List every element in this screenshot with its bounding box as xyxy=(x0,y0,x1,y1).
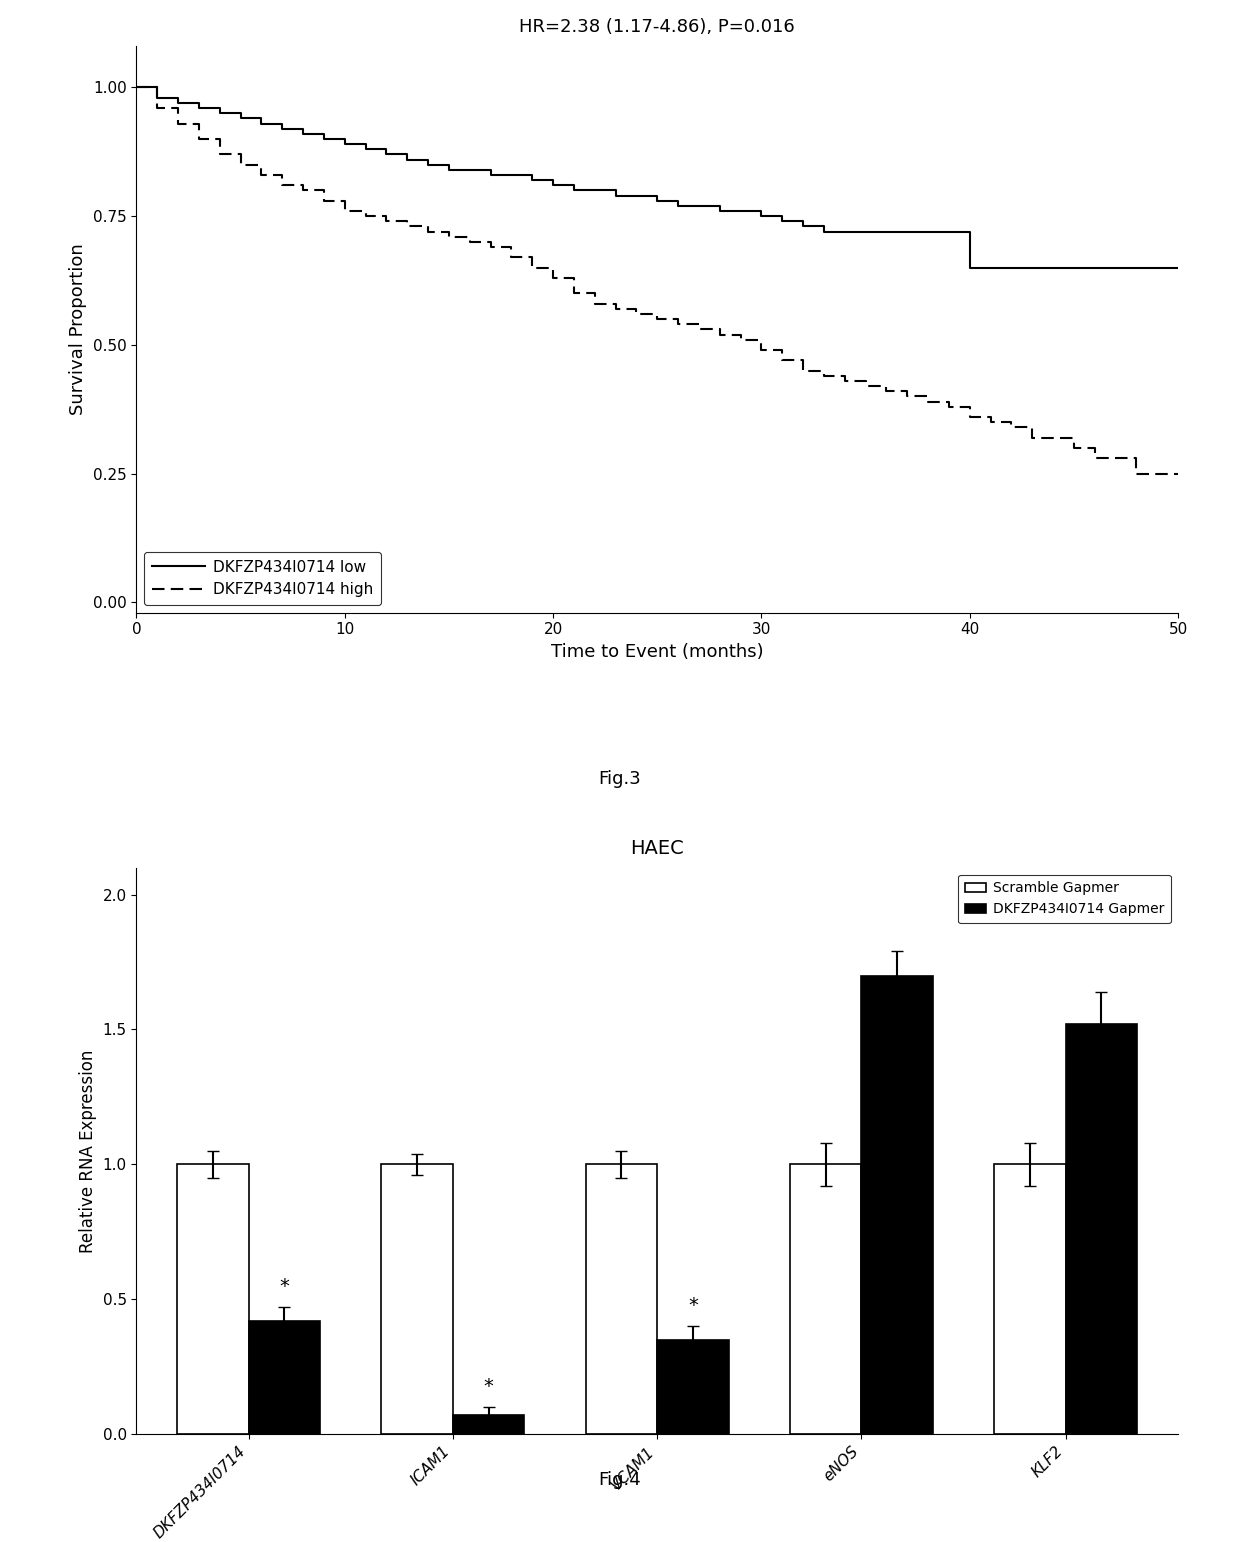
DKFZP434I0714 low xyxy=(129,79,144,97)
Text: *: * xyxy=(688,1297,698,1315)
Bar xyxy=(1065,1024,1137,1434)
Bar xyxy=(382,1164,453,1434)
Title: HAEC: HAEC xyxy=(630,839,684,857)
DKFZP434I0714 low xyxy=(962,259,977,278)
Bar xyxy=(453,1416,525,1434)
DKFZP434I0714 low xyxy=(629,187,644,205)
Legend: DKFZP434I0714 low, DKFZP434I0714 high: DKFZP434I0714 low, DKFZP434I0714 high xyxy=(144,552,381,604)
Legend: Scramble Gapmer, DKFZP434I0714 Gapmer: Scramble Gapmer, DKFZP434I0714 Gapmer xyxy=(959,874,1171,924)
DKFZP434I0714 high xyxy=(129,79,144,97)
DKFZP434I0714 low xyxy=(379,145,394,163)
Bar xyxy=(657,1340,729,1434)
Line: DKFZP434I0714 high: DKFZP434I0714 high xyxy=(136,88,1178,473)
Bar xyxy=(862,976,932,1434)
Bar xyxy=(177,1164,249,1434)
Y-axis label: Survival Proportion: Survival Proportion xyxy=(69,244,87,415)
DKFZP434I0714 high xyxy=(858,376,873,395)
Text: Fig.4: Fig.4 xyxy=(599,1471,641,1490)
Text: *: * xyxy=(484,1377,494,1397)
Bar xyxy=(790,1164,862,1434)
DKFZP434I0714 low xyxy=(546,176,560,194)
Text: *: * xyxy=(279,1277,289,1297)
Line: DKFZP434I0714 low: DKFZP434I0714 low xyxy=(136,88,1178,268)
DKFZP434I0714 high xyxy=(379,213,394,231)
Bar xyxy=(249,1321,320,1434)
Bar xyxy=(994,1164,1065,1434)
Text: Fig.3: Fig.3 xyxy=(599,769,641,788)
X-axis label: Time to Event (months): Time to Event (months) xyxy=(551,643,764,662)
DKFZP434I0714 low xyxy=(608,182,622,200)
Bar xyxy=(585,1164,657,1434)
DKFZP434I0714 high xyxy=(712,325,727,344)
DKFZP434I0714 high xyxy=(1171,464,1185,483)
DKFZP434I0714 low xyxy=(233,109,248,128)
DKFZP434I0714 high xyxy=(503,248,518,267)
Title: HR=2.38 (1.17-4.86), P=0.016: HR=2.38 (1.17-4.86), P=0.016 xyxy=(520,19,795,37)
DKFZP434I0714 high xyxy=(295,182,310,200)
DKFZP434I0714 high xyxy=(546,259,560,278)
DKFZP434I0714 low xyxy=(316,125,331,143)
DKFZP434I0714 low xyxy=(1171,259,1185,278)
DKFZP434I0714 high xyxy=(1128,464,1143,483)
Y-axis label: Relative RNA Expression: Relative RNA Expression xyxy=(79,1049,97,1252)
